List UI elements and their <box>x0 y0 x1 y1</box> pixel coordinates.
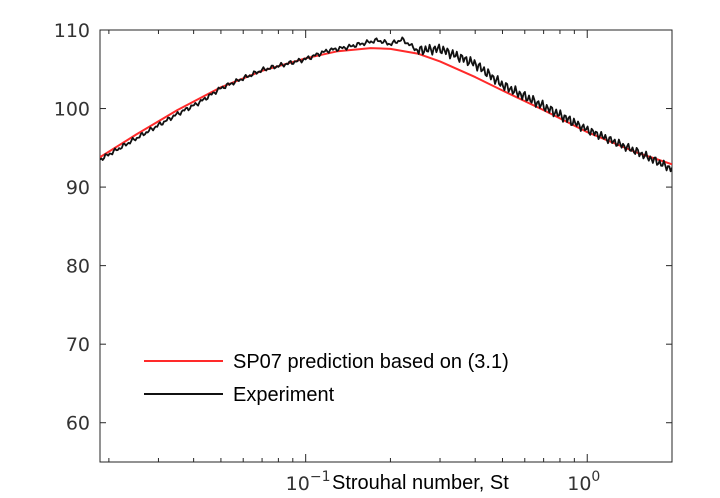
series-layer <box>100 36 672 173</box>
x-tick-label: 10−1 <box>286 469 331 495</box>
axis-ticks <box>100 29 673 462</box>
y-tick-label: 80 <box>66 256 90 278</box>
y-tick-label: 100 <box>54 99 90 121</box>
series-line-prediction <box>100 47 672 166</box>
y-tick-label: 70 <box>66 334 90 356</box>
y-tick-label: 90 <box>66 177 90 199</box>
y-tick-label: 60 <box>66 413 90 435</box>
legend-label-experiment: Experiment <box>233 384 335 406</box>
legend: SP07 prediction based on (3.1) Experimen… <box>144 351 509 406</box>
y-tick-label: 110 <box>54 20 90 42</box>
legend-label-prediction: SP07 prediction based on (3.1) <box>233 351 509 373</box>
plot-frame <box>99 29 673 463</box>
y-axis-tick-labels: 60 70 80 90 100 110 <box>54 20 90 435</box>
x-axis-tick-labels: 10−1 100 <box>286 469 601 495</box>
series-line-experiment <box>100 36 672 173</box>
x-tick-label: 100 <box>567 469 600 495</box>
x-axis-label: Strouhal number, St <box>332 472 509 494</box>
